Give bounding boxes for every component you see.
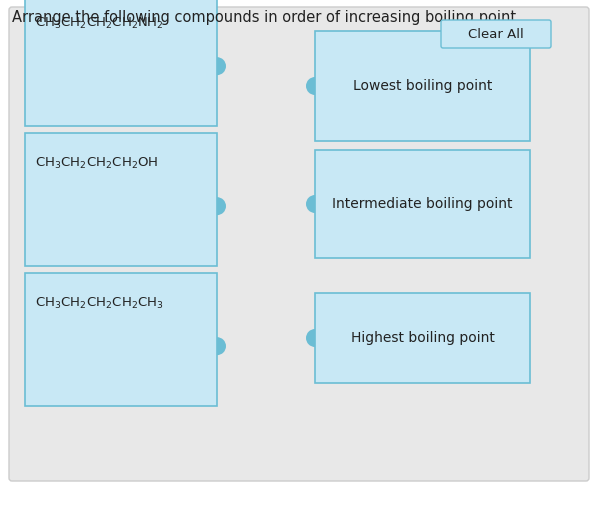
Text: Arrange the following compounds in order of increasing boiling point.: Arrange the following compounds in order… <box>12 10 521 25</box>
FancyBboxPatch shape <box>441 20 551 48</box>
Wedge shape <box>306 77 315 95</box>
Wedge shape <box>217 197 226 215</box>
Text: CH$_3$CH$_2$CH$_2$CH$_2$OH: CH$_3$CH$_2$CH$_2$CH$_2$OH <box>35 156 158 170</box>
Text: CH$_3$CH$_2$CH$_2$CH$_2$NH$_2$: CH$_3$CH$_2$CH$_2$CH$_2$NH$_2$ <box>35 15 164 31</box>
Text: Highest boiling point: Highest boiling point <box>350 331 494 345</box>
FancyBboxPatch shape <box>25 133 217 266</box>
FancyBboxPatch shape <box>315 293 530 383</box>
FancyBboxPatch shape <box>315 31 530 141</box>
Wedge shape <box>306 329 315 347</box>
Text: Clear All: Clear All <box>468 27 524 41</box>
FancyBboxPatch shape <box>25 0 217 126</box>
Text: CH$_3$CH$_2$CH$_2$CH$_2$CH$_3$: CH$_3$CH$_2$CH$_2$CH$_2$CH$_3$ <box>35 296 164 310</box>
FancyBboxPatch shape <box>9 7 589 481</box>
FancyBboxPatch shape <box>25 273 217 406</box>
Wedge shape <box>217 337 226 355</box>
FancyBboxPatch shape <box>315 150 530 258</box>
Wedge shape <box>217 57 226 75</box>
Text: Lowest boiling point: Lowest boiling point <box>353 79 492 93</box>
Wedge shape <box>306 195 315 213</box>
Text: Intermediate boiling point: Intermediate boiling point <box>332 197 513 211</box>
